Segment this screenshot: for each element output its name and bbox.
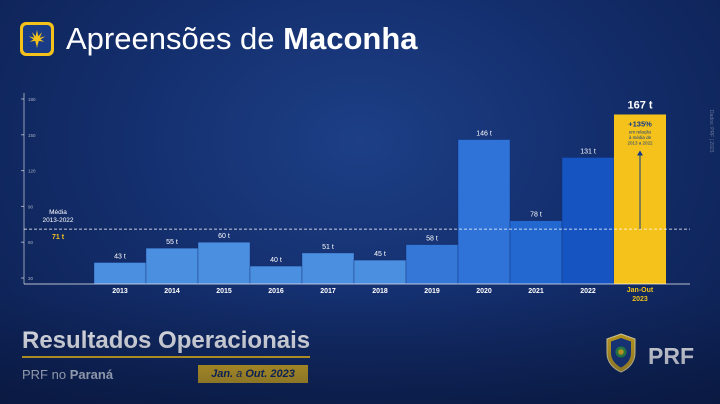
footer-sub-mid: no — [51, 367, 67, 382]
average-value-label: 71 t — [52, 234, 65, 241]
y-tick-label: 30 — [28, 276, 34, 281]
bar-2020 — [457, 139, 511, 285]
prf-police-badge-icon — [604, 333, 638, 373]
bar-2021 — [509, 220, 563, 285]
x-tick-label: 2021 — [528, 288, 544, 295]
footer-subtitle: PRF no Paraná — [22, 367, 113, 382]
value-label: 51 t — [322, 244, 334, 251]
footer-title: Resultados Operacionais — [22, 327, 311, 354]
x-tick-label: 2014 — [164, 288, 180, 295]
average-period-label: 2013-2022 — [42, 217, 73, 224]
annotation-text: 2013 a 2022 — [627, 140, 653, 145]
annotation-text: em relação — [629, 129, 652, 134]
bar-2015 — [197, 241, 251, 285]
period-a: Jan. — [211, 368, 234, 380]
value-label: 43 t — [114, 254, 126, 261]
bar-2019 — [405, 244, 459, 285]
y-tick-label: 150 — [28, 133, 36, 138]
annotation-arrow-head — [637, 150, 643, 156]
value-label: 55 t — [166, 239, 178, 246]
y-tick-label: 120 — [28, 169, 36, 174]
average-label: Média — [49, 209, 67, 216]
y-tick-label: 180 — [28, 97, 36, 102]
y-tick-label: 60 — [28, 240, 34, 245]
bar-2018 — [353, 259, 407, 285]
value-label: 60 t — [218, 233, 230, 240]
x-tick-label: 2023 — [632, 296, 648, 303]
value-label: 78 t — [530, 212, 542, 219]
page-title: Apreensões de Maconha — [66, 18, 418, 60]
x-tick-label: 2017 — [320, 288, 336, 295]
footer-sub-prefix: PRF — [22, 367, 48, 382]
bar-2022 — [561, 157, 615, 285]
bar-2016 — [249, 265, 303, 285]
x-tick-label: 2015 — [216, 288, 232, 295]
x-tick-label: 2016 — [268, 288, 284, 295]
x-tick-label: 2019 — [424, 288, 440, 295]
footer-divider — [22, 356, 310, 358]
period-badge: Jan. a Out. 2023 — [198, 365, 308, 383]
value-label: 146 t — [476, 131, 492, 138]
x-tick-label: 2018 — [372, 288, 388, 295]
cannabis-leaf-icon — [20, 22, 54, 56]
period-c: Out. 2023 — [245, 368, 295, 380]
value-label: 58 t — [426, 236, 438, 243]
footer-sub-state: Paraná — [69, 367, 114, 382]
period-b: a — [236, 368, 243, 380]
title-bold: Maconha — [283, 21, 418, 56]
title-prefix: Apreensões de — [66, 21, 275, 56]
x-tick-label: 2020 — [476, 288, 492, 295]
x-tick-label: 2022 — [580, 288, 596, 295]
brand-text: PRF — [648, 343, 694, 369]
bar-2017 — [301, 252, 355, 285]
side-note: Dados: PRF | 2023 — [708, 110, 714, 153]
x-tick-label: Jan-Out — [627, 287, 654, 294]
value-label: 167 t — [627, 99, 652, 111]
value-label: 131 t — [580, 148, 596, 155]
y-tick-label: 90 — [28, 204, 34, 209]
bar-2014 — [145, 247, 199, 285]
bar-2013 — [93, 262, 147, 285]
x-tick-label: 2013 — [112, 288, 128, 295]
annotation-text: à média de — [629, 135, 652, 140]
value-label: 40 t — [270, 257, 282, 264]
annotation-percent: +135% — [628, 119, 652, 128]
value-label: 45 t — [374, 251, 386, 258]
